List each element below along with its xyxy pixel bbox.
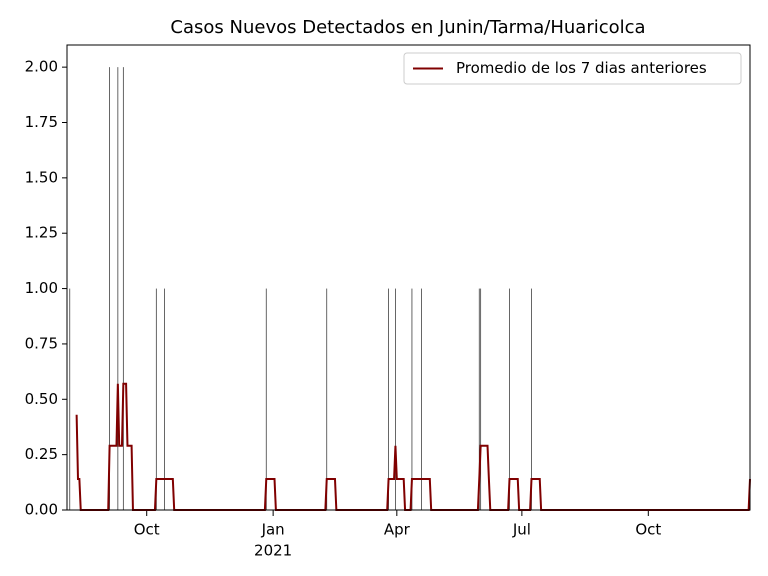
y-tick-label: 0.00 — [25, 501, 58, 519]
y-tick-label: 2.00 — [25, 58, 58, 76]
x-tick-label: Apr — [384, 521, 411, 539]
y-tick-label: 0.25 — [25, 445, 58, 463]
plot-frame — [66, 44, 751, 511]
bar — [122, 67, 124, 511]
bar — [531, 288, 532, 510]
legend: Promedio de los 7 dias anteriores — [403, 52, 742, 85]
bar — [421, 288, 422, 510]
y-tick-label: 0.75 — [25, 334, 58, 352]
y-tick-label: 1.75 — [25, 113, 58, 131]
bar — [411, 288, 413, 510]
x-tick-label: Oct — [134, 521, 160, 539]
x-tick-label: Jan — [261, 521, 285, 539]
bar — [265, 288, 267, 510]
average-line — [75, 382, 751, 511]
bar — [69, 288, 71, 510]
legend-label: Promedio de los 7 dias anteriores — [456, 59, 707, 77]
y-tick-label: 1.25 — [25, 224, 58, 242]
y-tick-label: 0.50 — [25, 390, 58, 408]
bar — [388, 288, 389, 510]
bar — [478, 288, 480, 510]
bar — [109, 67, 111, 511]
y-tick-label: 1.00 — [25, 279, 58, 297]
bar — [155, 288, 157, 510]
y-tick-label: 1.50 — [25, 168, 58, 186]
x-tick-label: Jul — [512, 521, 531, 539]
bar — [480, 288, 482, 510]
x-tick-label: Oct — [635, 521, 661, 539]
bar — [509, 288, 510, 510]
bar — [395, 288, 396, 510]
bar — [117, 67, 119, 511]
legend-box — [403, 52, 742, 85]
bar — [326, 288, 328, 510]
x-tick-sublabel: 2021 — [254, 542, 292, 560]
bar — [164, 288, 165, 510]
chart-title: Casos Nuevos Detectados en Junin/Tarma/H… — [170, 17, 645, 38]
